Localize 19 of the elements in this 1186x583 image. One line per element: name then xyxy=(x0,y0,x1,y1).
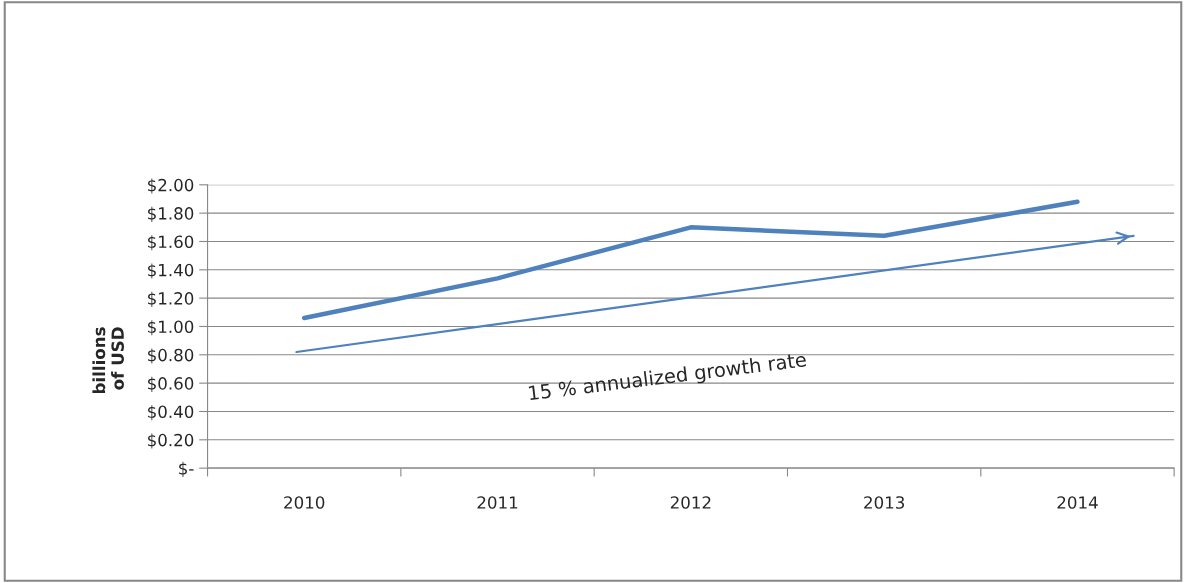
y-tick-label: $1.60 xyxy=(148,235,194,251)
y-tick-label: $1.40 xyxy=(148,263,194,279)
y-tick-label: $1.00 xyxy=(148,320,194,336)
x-tick-label: 2010 xyxy=(284,496,325,509)
annotation: 15 % annualized growth rate xyxy=(528,351,807,405)
x-tick-label: 2013 xyxy=(864,496,905,509)
y-tick-label: $- xyxy=(179,461,194,477)
y-tick-label: $1.80 xyxy=(148,206,194,222)
y-tick-label: $2.00 xyxy=(148,178,194,194)
y-axis-title: billions of USD xyxy=(92,327,124,394)
y-tick-label: $0.60 xyxy=(148,376,194,392)
x-tick-label: 2011 xyxy=(477,496,518,509)
y-tick-label: $0.40 xyxy=(148,405,194,421)
y-tick-label: $0.20 xyxy=(148,433,194,449)
x-tick-label: 2012 xyxy=(670,496,711,509)
line-series xyxy=(301,199,1080,321)
y-tick-label: $1.20 xyxy=(148,291,194,307)
x-tick-label: 2014 xyxy=(1057,496,1098,509)
y-tick-label: $0.80 xyxy=(148,348,194,364)
